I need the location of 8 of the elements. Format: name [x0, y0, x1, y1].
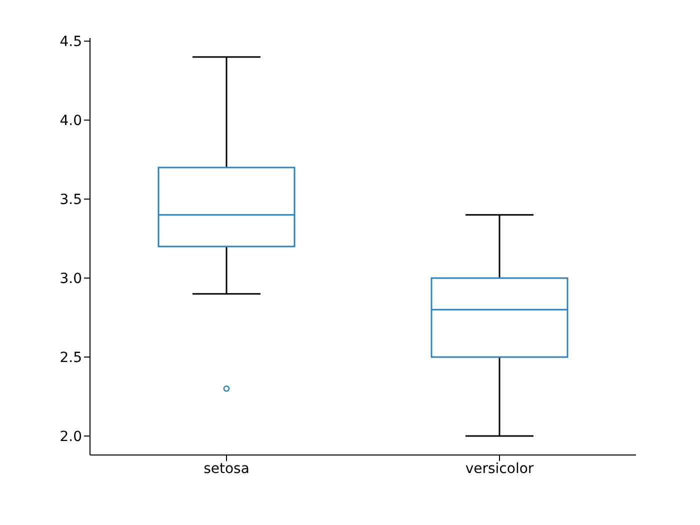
y-tick-label: 2.5 — [60, 350, 82, 366]
y-tick-label: 3.5 — [60, 192, 82, 208]
y-tick-label: 2.0 — [60, 429, 82, 446]
y-tick-label: 4.5 — [60, 34, 82, 50]
y-tick-label: 3.0 — [60, 271, 82, 288]
x-tick-label: setosa — [204, 460, 250, 477]
y-tick-label: 4.0 — [60, 113, 82, 130]
x-tick-label: versicolor — [465, 460, 534, 477]
